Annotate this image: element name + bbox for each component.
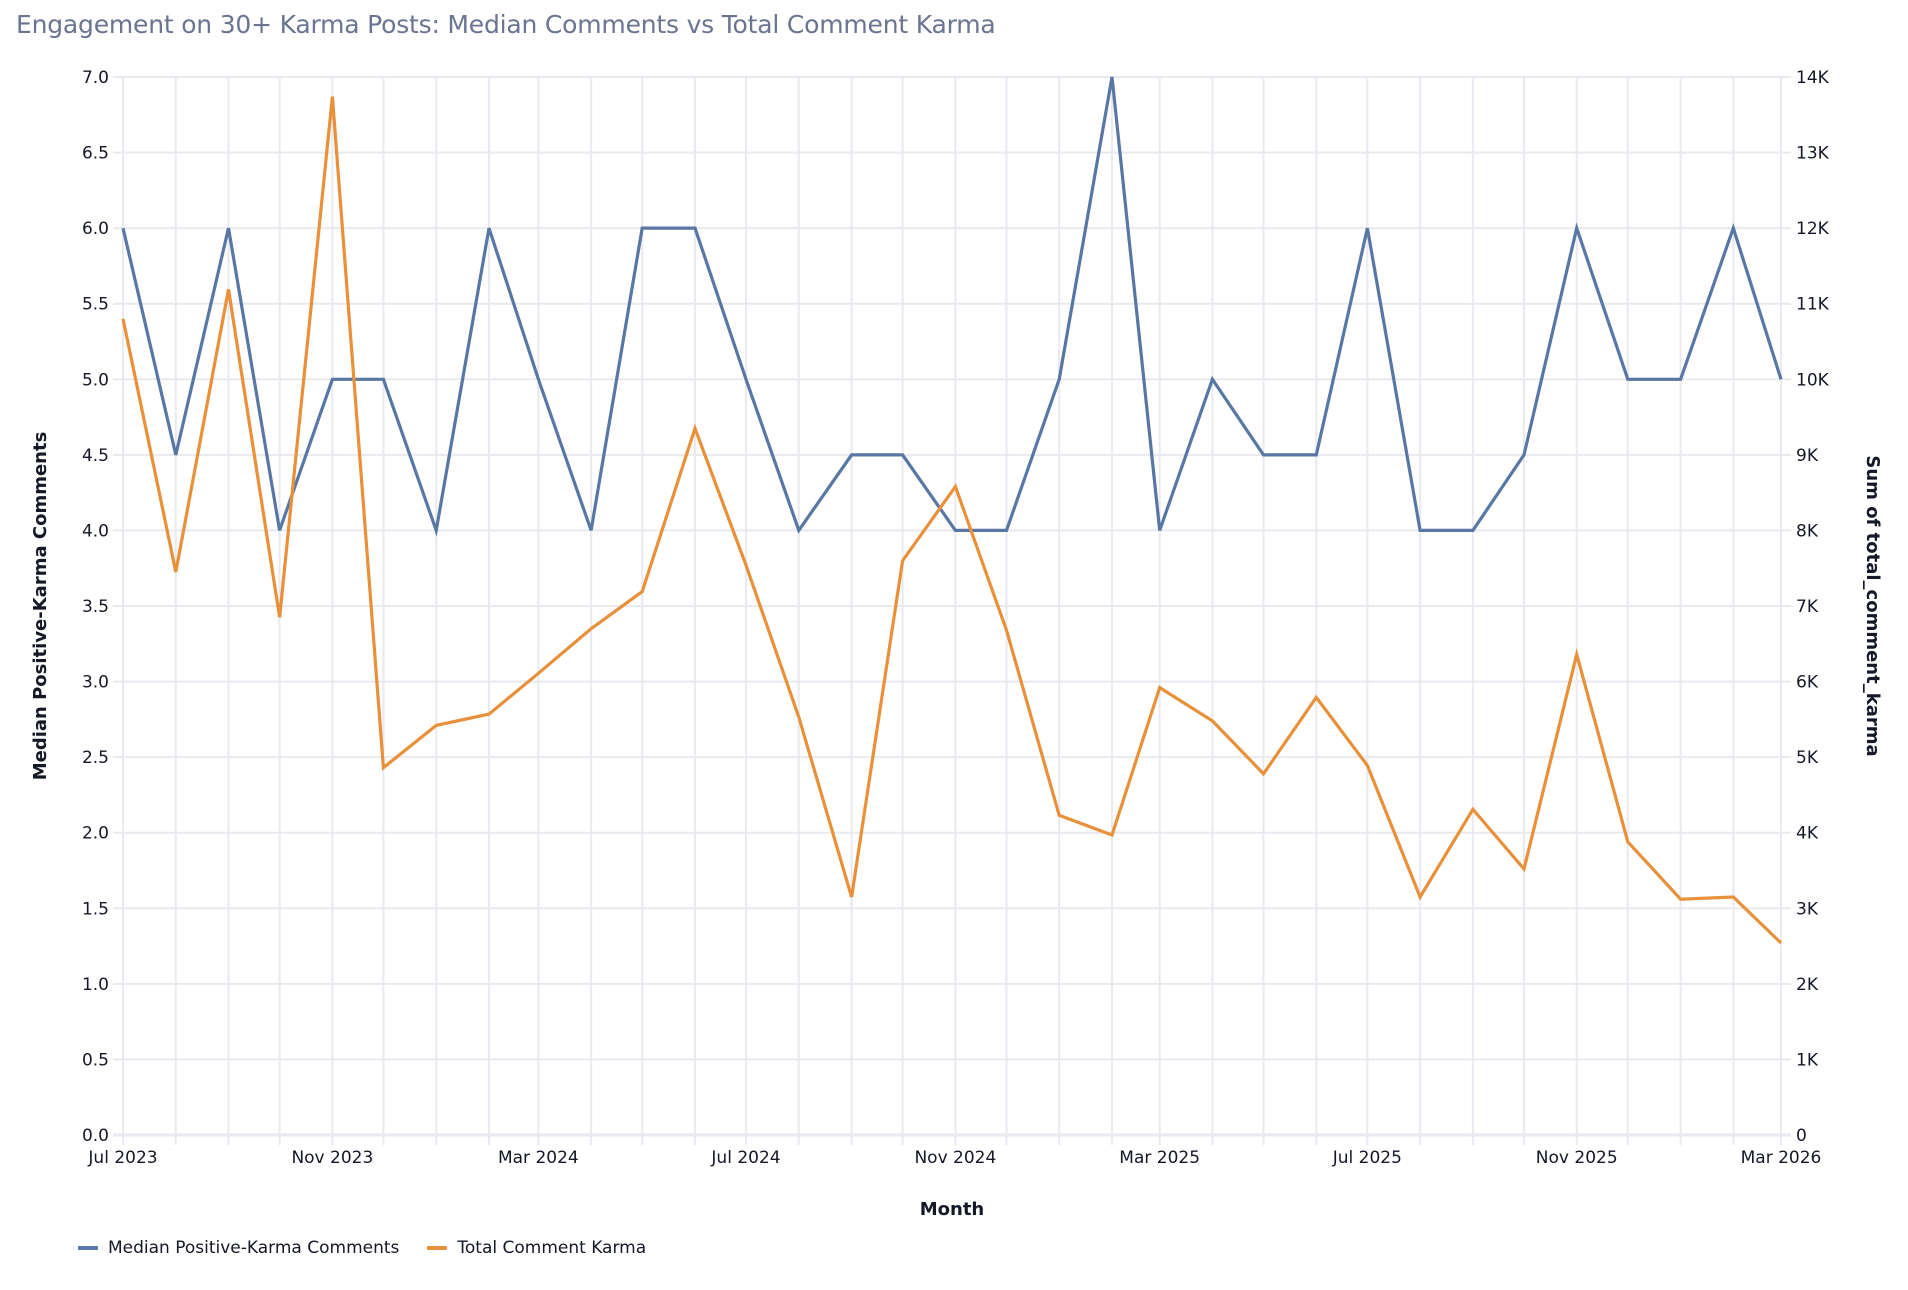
x-tick-label: Jul 2023 <box>87 1148 157 1168</box>
y-right-tick-label: 11K <box>1796 295 1830 315</box>
y-left-tick-label: 3.5 <box>82 597 109 617</box>
y-right-tick-label: 10K <box>1796 370 1830 390</box>
y-axis-left-title: Median Positive-Karma Comments <box>30 432 51 781</box>
x-tick-label: Mar 2026 <box>1741 1148 1822 1168</box>
y-right-tick-label: 6K <box>1796 673 1819 693</box>
y-left-tick-label: 1.0 <box>82 975 109 995</box>
y-left-tick-label: 5.0 <box>82 370 109 390</box>
x-tick-label: Mar 2024 <box>498 1148 579 1168</box>
legend-swatch-karma <box>427 1246 448 1250</box>
series-lines <box>121 76 1783 945</box>
y-right-tick-label: 2K <box>1796 975 1819 995</box>
y-right-tick-label: 3K <box>1796 899 1819 919</box>
y-left-tick-label: 1.5 <box>82 899 109 919</box>
y-left-tick-label: 3.0 <box>82 673 109 693</box>
y-right-tick-label: 0 <box>1796 1126 1807 1146</box>
legend-item-median[interactable]: Median Positive-Karma Comments <box>78 1238 399 1258</box>
y-left-tick-label: 6.5 <box>82 144 109 164</box>
legend: Median Positive-Karma Comments Total Com… <box>78 1238 674 1258</box>
legend-label-median: Median Positive-Karma Comments <box>108 1238 400 1258</box>
y-right-tick-label: 5K <box>1796 748 1819 768</box>
y-right-tick-label: 4K <box>1796 824 1819 844</box>
legend-swatch-median <box>78 1246 98 1250</box>
y-left-tick-label: 4.0 <box>82 521 109 541</box>
y-axis-right: 0 1K 2K 3K 4K 5K 6K 7K 8K 9K 10K 11K 12K 13K 14K <box>1796 68 1830 1146</box>
y-left-tick-label: 2.5 <box>82 748 109 768</box>
y-right-tick-label: 9K <box>1796 446 1819 466</box>
y-left-tick-label: 6.0 <box>82 219 109 239</box>
series-line-total-karma <box>121 96 1783 945</box>
y-right-tick-label: 1K <box>1796 1050 1819 1070</box>
y-left-tick-label: 0.0 <box>82 1126 109 1146</box>
y-left-tick-label: 0.5 <box>82 1050 109 1070</box>
x-axis: Jul 2023 Nov 2023 Mar 2024 Jul 2024 Nov 2024… <box>87 1148 1821 1168</box>
y-left-tick-label: 4.5 <box>82 446 109 466</box>
x-tick-label: Nov 2024 <box>914 1148 996 1168</box>
y-right-tick-label: 8K <box>1796 521 1819 541</box>
y-right-tick-label: 14K <box>1796 68 1830 88</box>
y-axis-left: 0.0 0.5 1.0 1.5 2.0 2.5 3.0 3.5 4.0 4.5 5.0 5.5 6.0 6… <box>82 68 109 1146</box>
legend-label-karma: Total Comment Karma <box>457 1238 647 1258</box>
y-right-tick-label: 12K <box>1796 219 1830 239</box>
legend-item-karma[interactable]: Total Comment Karma <box>427 1238 646 1258</box>
x-tick-label: Jul 2025 <box>1332 1148 1402 1168</box>
x-axis-title: Month <box>920 1199 985 1220</box>
chart-title: Engagement on 30+ Karma Posts: Median Co… <box>16 10 996 39</box>
x-tick-label: Nov 2025 <box>1536 1148 1618 1168</box>
series-line-median-comments <box>121 76 1783 537</box>
y-left-tick-label: 7.0 <box>82 68 109 88</box>
y-right-tick-label: 7K <box>1796 597 1819 617</box>
x-tick-label: Mar 2025 <box>1119 1148 1200 1168</box>
y-right-tick-label: 13K <box>1796 144 1830 164</box>
gridlines <box>113 76 1791 1145</box>
x-tick-label: Nov 2023 <box>291 1148 373 1168</box>
y-left-tick-label: 2.0 <box>82 824 109 844</box>
y-left-tick-label: 5.5 <box>82 295 109 315</box>
x-tick-label: Jul 2024 <box>710 1148 780 1168</box>
y-axis-right-title: Sum of total_comment_karma <box>1862 455 1883 756</box>
